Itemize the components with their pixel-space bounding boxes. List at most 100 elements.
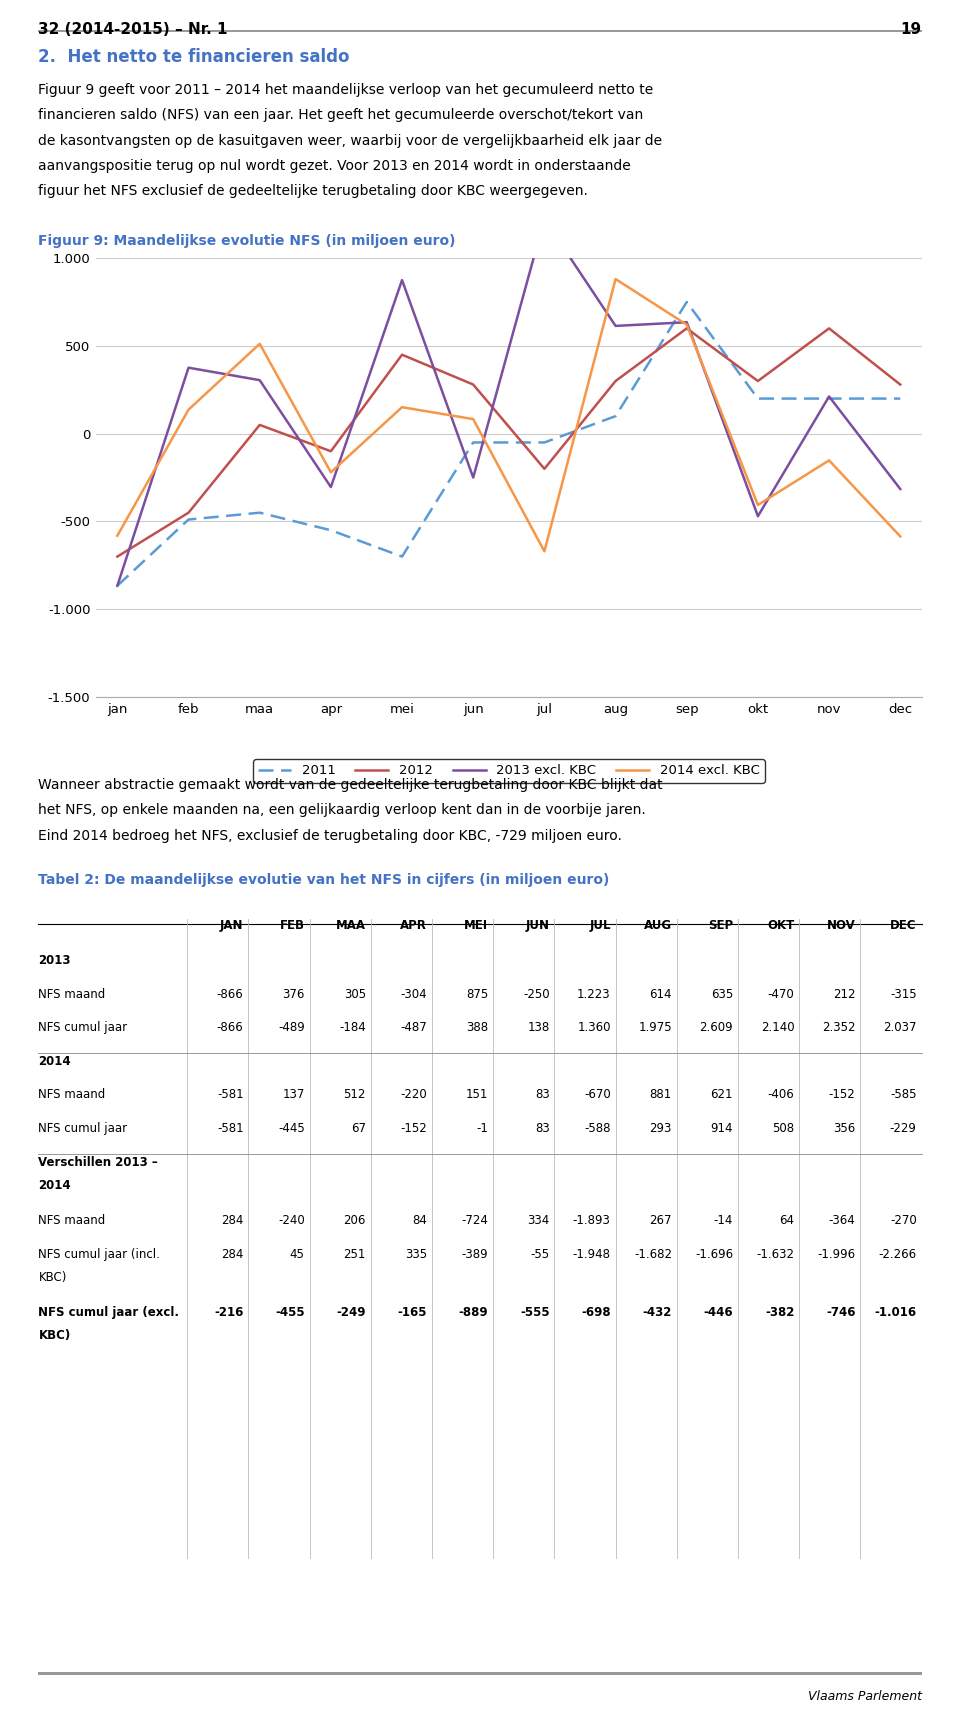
- Text: NFS maand: NFS maand: [38, 1213, 106, 1227]
- Text: 512: 512: [344, 1088, 366, 1101]
- Text: 284: 284: [221, 1213, 244, 1227]
- Text: Vlaams Parlement: Vlaams Parlement: [807, 1690, 922, 1704]
- Text: -866: -866: [217, 1021, 244, 1034]
- Text: aanvangspositie terug op nul wordt gezet. Voor 2013 en 2014 wordt in onderstaand: aanvangspositie terug op nul wordt gezet…: [38, 158, 631, 174]
- Text: -445: -445: [278, 1122, 304, 1136]
- Text: -216: -216: [214, 1306, 244, 1320]
- Text: 614: 614: [649, 988, 672, 1002]
- Text: -389: -389: [462, 1248, 489, 1261]
- Text: OKT: OKT: [767, 919, 794, 933]
- Text: -184: -184: [339, 1021, 366, 1034]
- Text: KBC): KBC): [38, 1270, 67, 1284]
- Text: 293: 293: [650, 1122, 672, 1136]
- Text: financieren saldo (NFS) van een jaar. Het geeft het gecumuleerde overschot/tekor: financieren saldo (NFS) van een jaar. He…: [38, 108, 643, 122]
- Text: SEP: SEP: [708, 919, 733, 933]
- Text: -152: -152: [400, 1122, 427, 1136]
- Text: -866: -866: [217, 988, 244, 1002]
- Text: 2.609: 2.609: [700, 1021, 733, 1034]
- Text: Wanneer abstractie gemaakt wordt van de gedeeltelijke terugbetaling door KBC bli: Wanneer abstractie gemaakt wordt van de …: [38, 778, 663, 792]
- Text: 335: 335: [405, 1248, 427, 1261]
- Text: 1.975: 1.975: [638, 1021, 672, 1034]
- Text: 19: 19: [900, 21, 922, 36]
- Text: -489: -489: [278, 1021, 304, 1034]
- Text: -406: -406: [768, 1088, 794, 1101]
- Text: 83: 83: [535, 1122, 549, 1136]
- Text: NFS maand: NFS maand: [38, 1088, 106, 1101]
- Text: NFS maand: NFS maand: [38, 988, 106, 1002]
- Text: 45: 45: [290, 1248, 304, 1261]
- Text: -364: -364: [828, 1213, 855, 1227]
- Text: 151: 151: [466, 1088, 489, 1101]
- Text: NFS cumul jaar (incl.: NFS cumul jaar (incl.: [38, 1248, 160, 1261]
- Text: Figuur 9: Maandelijkse evolutie NFS (in miljoen euro): Figuur 9: Maandelijkse evolutie NFS (in …: [38, 234, 456, 248]
- Text: 388: 388: [467, 1021, 489, 1034]
- Text: -581: -581: [217, 1122, 244, 1136]
- Text: -581: -581: [217, 1088, 244, 1101]
- Text: 2.352: 2.352: [822, 1021, 855, 1034]
- Text: -249: -249: [336, 1306, 366, 1320]
- Text: 2014: 2014: [38, 1055, 71, 1069]
- Text: 1.223: 1.223: [577, 988, 611, 1002]
- Text: -152: -152: [828, 1088, 855, 1101]
- Text: -446: -446: [704, 1306, 733, 1320]
- Text: JUL: JUL: [589, 919, 611, 933]
- Text: -1.632: -1.632: [756, 1248, 794, 1261]
- Text: -220: -220: [400, 1088, 427, 1101]
- Text: NFS cumul jaar: NFS cumul jaar: [38, 1122, 128, 1136]
- Text: -229: -229: [890, 1122, 917, 1136]
- Text: 83: 83: [535, 1088, 549, 1101]
- Text: 508: 508: [772, 1122, 794, 1136]
- Text: -1.893: -1.893: [573, 1213, 611, 1227]
- Text: -304: -304: [400, 988, 427, 1002]
- Text: -746: -746: [826, 1306, 855, 1320]
- Text: 84: 84: [412, 1213, 427, 1227]
- Text: Tabel 2: De maandelijkse evolutie van het NFS in cijfers (in miljoen euro): Tabel 2: De maandelijkse evolutie van he…: [38, 873, 610, 886]
- Text: -470: -470: [768, 988, 794, 1002]
- Text: -1.696: -1.696: [695, 1248, 733, 1261]
- Text: Eind 2014 bedroeg het NFS, exclusief de terugbetaling door KBC, -729 miljoen eur: Eind 2014 bedroeg het NFS, exclusief de …: [38, 830, 622, 843]
- Text: 212: 212: [833, 988, 855, 1002]
- Text: -670: -670: [584, 1088, 611, 1101]
- Text: Figuur 9 geeft voor 2011 – 2014 het maandelijkse verloop van het gecumuleerd net: Figuur 9 geeft voor 2011 – 2014 het maan…: [38, 83, 654, 96]
- Text: -487: -487: [400, 1021, 427, 1034]
- Text: 334: 334: [527, 1213, 549, 1227]
- Text: 356: 356: [833, 1122, 855, 1136]
- Text: 621: 621: [710, 1088, 733, 1101]
- Text: 914: 914: [710, 1122, 733, 1136]
- Text: 881: 881: [650, 1088, 672, 1101]
- Text: 376: 376: [282, 988, 304, 1002]
- Text: 206: 206: [344, 1213, 366, 1227]
- Text: AUG: AUG: [644, 919, 672, 933]
- Text: -698: -698: [581, 1306, 611, 1320]
- Text: 137: 137: [282, 1088, 304, 1101]
- Text: FEB: FEB: [279, 919, 304, 933]
- Text: figuur het NFS exclusief de gedeeltelijke terugbetaling door KBC weergegeven.: figuur het NFS exclusief de gedeeltelijk…: [38, 184, 588, 198]
- Text: 2.  Het netto te financieren saldo: 2. Het netto te financieren saldo: [38, 48, 349, 65]
- Text: -588: -588: [585, 1122, 611, 1136]
- Text: -2.266: -2.266: [878, 1248, 917, 1261]
- Text: -1.996: -1.996: [817, 1248, 855, 1261]
- Text: MAA: MAA: [336, 919, 366, 933]
- Legend: 2011, 2012, 2013 excl. KBC, 2014 excl. KBC: 2011, 2012, 2013 excl. KBC, 2014 excl. K…: [252, 759, 765, 783]
- Text: -315: -315: [890, 988, 917, 1002]
- Text: APR: APR: [400, 919, 427, 933]
- Text: 2.037: 2.037: [883, 1021, 917, 1034]
- Text: -250: -250: [523, 988, 549, 1002]
- Text: Verschillen 2013 –: Verschillen 2013 –: [38, 1155, 158, 1169]
- Text: -165: -165: [397, 1306, 427, 1320]
- Text: het NFS, op enkele maanden na, een gelijkaardig verloop kent dan in de voorbije : het NFS, op enkele maanden na, een gelij…: [38, 804, 646, 817]
- Text: 2013: 2013: [38, 953, 71, 967]
- Text: 635: 635: [710, 988, 733, 1002]
- Text: NOV: NOV: [827, 919, 855, 933]
- Text: 267: 267: [649, 1213, 672, 1227]
- Text: -1: -1: [476, 1122, 489, 1136]
- Text: -14: -14: [713, 1213, 733, 1227]
- Text: MEI: MEI: [465, 919, 489, 933]
- Text: 32 (2014-2015) – Nr. 1: 32 (2014-2015) – Nr. 1: [38, 21, 228, 36]
- Text: -585: -585: [890, 1088, 917, 1101]
- Text: -432: -432: [642, 1306, 672, 1320]
- Text: 284: 284: [221, 1248, 244, 1261]
- Text: JAN: JAN: [220, 919, 244, 933]
- Text: 2.140: 2.140: [760, 1021, 794, 1034]
- Text: NFS cumul jaar: NFS cumul jaar: [38, 1021, 128, 1034]
